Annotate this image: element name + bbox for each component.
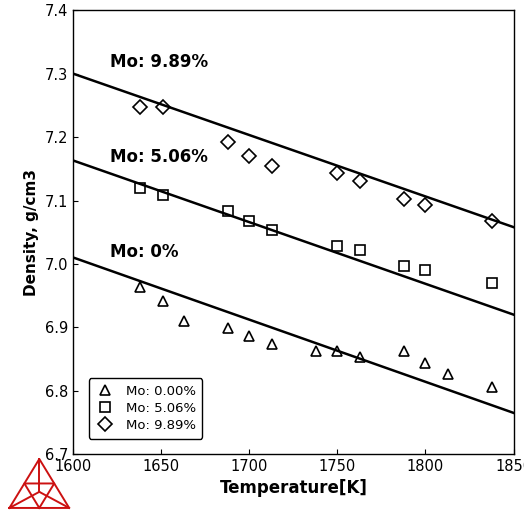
Y-axis label: Density, g/cm3: Density, g/cm3 bbox=[25, 169, 39, 296]
X-axis label: Temperature[K]: Temperature[K] bbox=[220, 479, 367, 497]
Text: Mo: 5.06%: Mo: 5.06% bbox=[111, 148, 208, 166]
Text: Mo: 0%: Mo: 0% bbox=[111, 243, 179, 261]
Legend: Mo: 0.00%, Mo: 5.06%, Mo: 9.89%: Mo: 0.00%, Mo: 5.06%, Mo: 9.89% bbox=[89, 379, 202, 439]
Text: Mo: 9.89%: Mo: 9.89% bbox=[111, 53, 209, 71]
